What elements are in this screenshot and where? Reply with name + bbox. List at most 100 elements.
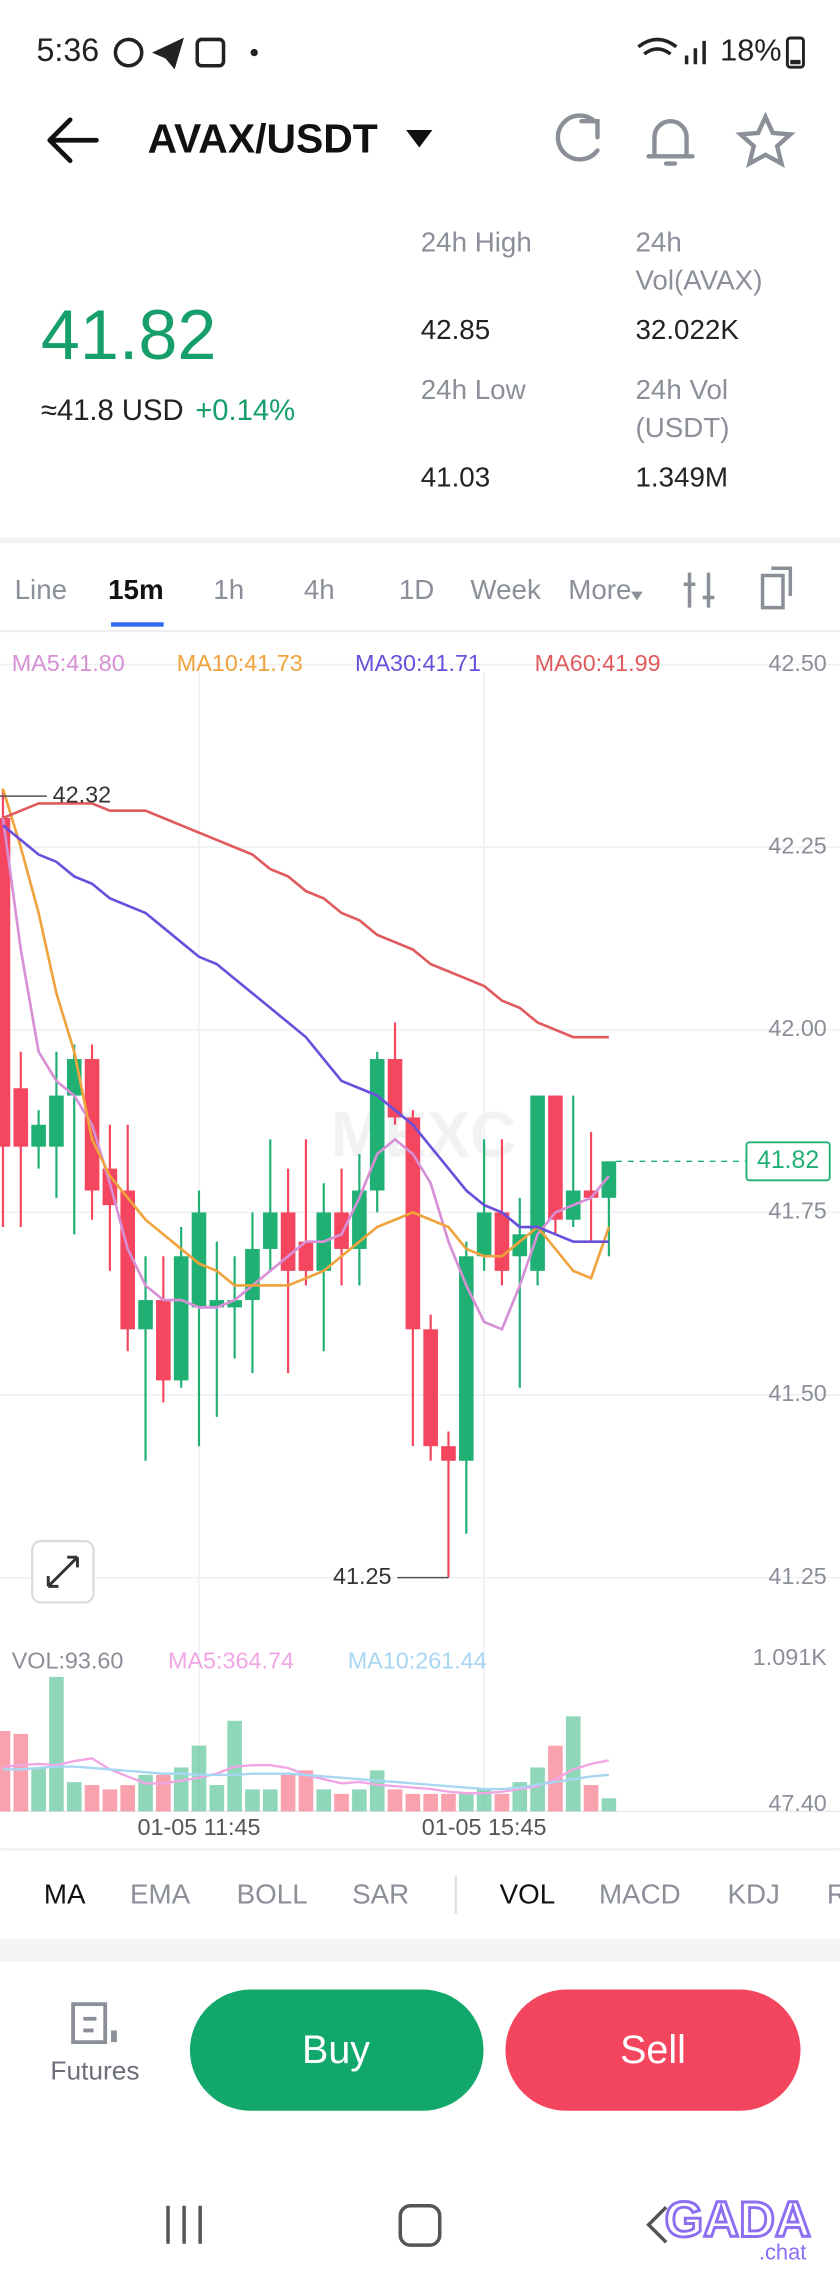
back-button[interactable] [47,117,99,164]
ma-line [2,802,609,1039]
interval-tab[interactable]: Week [470,574,541,605]
indicator-tab[interactable]: R [827,1878,840,1909]
indicator-tab[interactable]: EMA [130,1878,191,1909]
interval-tab[interactable]: Line [15,574,67,605]
low-marker-label: 41.25 [333,1563,391,1589]
price-change: +0.14% [195,395,295,427]
indicator-tab[interactable]: VOL [500,1878,556,1909]
buy-label[interactable]: Buy [302,2028,370,2072]
candle-body [280,1212,296,1271]
volume-bar [173,1767,189,1812]
volume-chart: 1.091K 47.40 VOL:93.60 MA5:364.74 MA10:261.4… [0,1644,840,1816]
favorite-icon[interactable] [735,111,796,168]
nav-back[interactable] [646,2205,668,2244]
more-caret [631,591,643,601]
divider [0,537,840,544]
volume-ma-line [2,1765,609,1791]
stat-label: 24h High [421,226,532,257]
tab-icons [683,566,793,610]
pair-dropdown[interactable] [406,130,433,148]
interval-tab[interactable]: More [568,574,631,605]
volume-tick-label: 1.091K [753,1644,827,1670]
candle-body [13,1088,29,1147]
ma-legend: MA5:41.80 [12,650,125,676]
nav-recents[interactable] [166,2205,202,2244]
battery-level: 18% [720,34,781,68]
candle-body [31,1124,46,1147]
candle-body [387,1059,403,1118]
candle-body [459,1256,474,1461]
candle-body [191,1212,207,1308]
indicator-tab[interactable]: SAR [352,1878,409,1909]
status-time: 5:36 [37,32,100,68]
volume-bar [601,1798,617,1812]
futures-icon[interactable] [71,2002,117,2045]
interval-tab[interactable]: 1D [399,574,434,605]
sell-button[interactable] [505,1989,801,2111]
indicator-tab[interactable]: MA [44,1878,86,1909]
futures-label[interactable]: Futures [50,2056,139,2086]
volume-legend: VOL:93.60 [12,1648,124,1674]
candle-body [441,1446,456,1461]
volume-bar [459,1793,474,1812]
buy-button[interactable] [189,1989,484,2111]
interval-tab[interactable]: 15m [108,574,164,605]
volume-bar [405,1793,421,1812]
stat-label: 24h [635,226,681,257]
volume-bar [0,1730,11,1812]
ma-legend: MA10:41.73 [177,650,303,676]
candle-body [227,1300,242,1308]
pair-title[interactable]: AVAX/USDT [148,115,378,161]
alert-icon[interactable] [646,119,695,166]
candle-body [476,1212,492,1257]
interval-tab[interactable]: 4h [304,574,335,605]
volume-bar [49,1676,64,1812]
candle-body [245,1248,260,1301]
volume-bar [120,1785,136,1812]
battery-fill [790,59,801,65]
volume-bar [316,1789,332,1812]
candle-body [583,1190,599,1198]
volume-bar [156,1774,171,1812]
volume-bar [13,1733,29,1812]
chart-watermark: MEXC [331,1098,517,1170]
y-tick-label: 41.50 [768,1380,826,1406]
candle-body [494,1212,510,1271]
settings-icon[interactable] [683,572,715,608]
watermark-brand: GADA [665,2191,811,2247]
y-tick-label: 41.25 [768,1563,826,1589]
last-price-box [745,1141,831,1182]
price-usd-line: ≈41.8 USD +0.14% [41,395,295,427]
share-icon[interactable] [555,113,600,162]
watermark-domain: .chat [759,2240,807,2265]
indicator-tab[interactable]: BOLL [237,1878,308,1909]
price-chart: MEXC 42.50 42.25 42.00 41.75 41.50 41.25 01-05 … [0,650,840,1840]
indicator-tab[interactable]: KDJ [727,1878,779,1909]
nav-home[interactable] [398,2203,442,2247]
volume-bar [530,1767,545,1812]
y-tick-label: 41.75 [768,1198,826,1224]
candle-body [138,1300,153,1330]
candle-body [173,1256,189,1381]
indicator-tab[interactable]: MACD [599,1878,681,1909]
x-tick-label: 01-05 15:45 [422,1814,547,1840]
copy-icon[interactable] [760,566,793,610]
candle-body [120,1190,136,1330]
volume-bar [209,1785,225,1812]
volume-bar [31,1767,46,1812]
expand-icon [46,1555,79,1588]
volume-bar [84,1785,100,1812]
volume-ma-legend: MA5:364.74 [168,1648,294,1674]
interval-tab[interactable]: 1h [213,574,244,605]
stat-label: 24h Vol [635,374,728,405]
ma-line [1,788,611,1287]
candle-body [548,1095,563,1220]
volume-tick-label: 47.40 [768,1790,826,1816]
stat-label: 24h Low [421,374,527,405]
high-marker-label: 42.32 [53,781,111,807]
sell-label[interactable]: Sell [620,2028,686,2072]
nav-bar [166,2203,668,2247]
volume-bar [245,1789,260,1812]
candle-body [156,1300,171,1381]
